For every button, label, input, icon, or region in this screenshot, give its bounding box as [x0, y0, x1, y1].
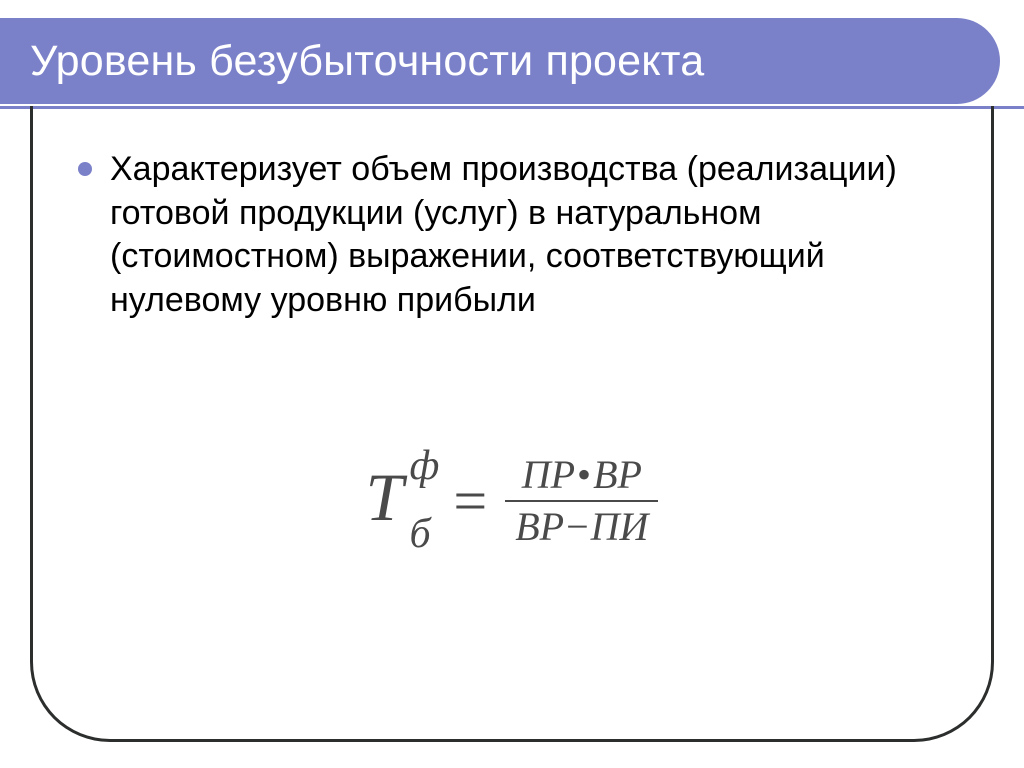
- bullet-icon: [78, 162, 92, 176]
- sub-operator: −: [564, 504, 591, 549]
- body-text: Характеризует объем производства (реализ…: [110, 148, 948, 322]
- mul-operator: •: [575, 452, 593, 497]
- formula-base: Т: [366, 459, 404, 535]
- slide-title: Уровень безубыточности проекта: [30, 37, 704, 86]
- formula-inner: Т ф б = ПР•ВР ВР−ПИ: [366, 450, 659, 552]
- bullet-item: Характеризует объем производства (реализ…: [78, 148, 948, 322]
- fraction: ПР•ВР ВР−ПИ: [505, 450, 658, 552]
- formula: Т ф б = ПР•ВР ВР−ПИ: [0, 450, 1024, 552]
- formula-subscript: б: [410, 513, 431, 555]
- title-bar: Уровень безубыточности проекта: [0, 18, 1000, 104]
- equals-sign: =: [453, 467, 487, 536]
- formula-symbol-T: Т ф б: [366, 463, 436, 539]
- numerator-left: ПР: [522, 452, 575, 497]
- body-area: Характеризует объем производства (реализ…: [78, 148, 948, 322]
- denominator-left: ВР: [515, 504, 564, 549]
- numerator: ПР•ВР: [512, 450, 652, 500]
- formula-superscript: ф: [410, 445, 440, 487]
- denominator: ВР−ПИ: [505, 502, 658, 552]
- numerator-right: ВР: [593, 452, 642, 497]
- denominator-right: ПИ: [591, 504, 649, 549]
